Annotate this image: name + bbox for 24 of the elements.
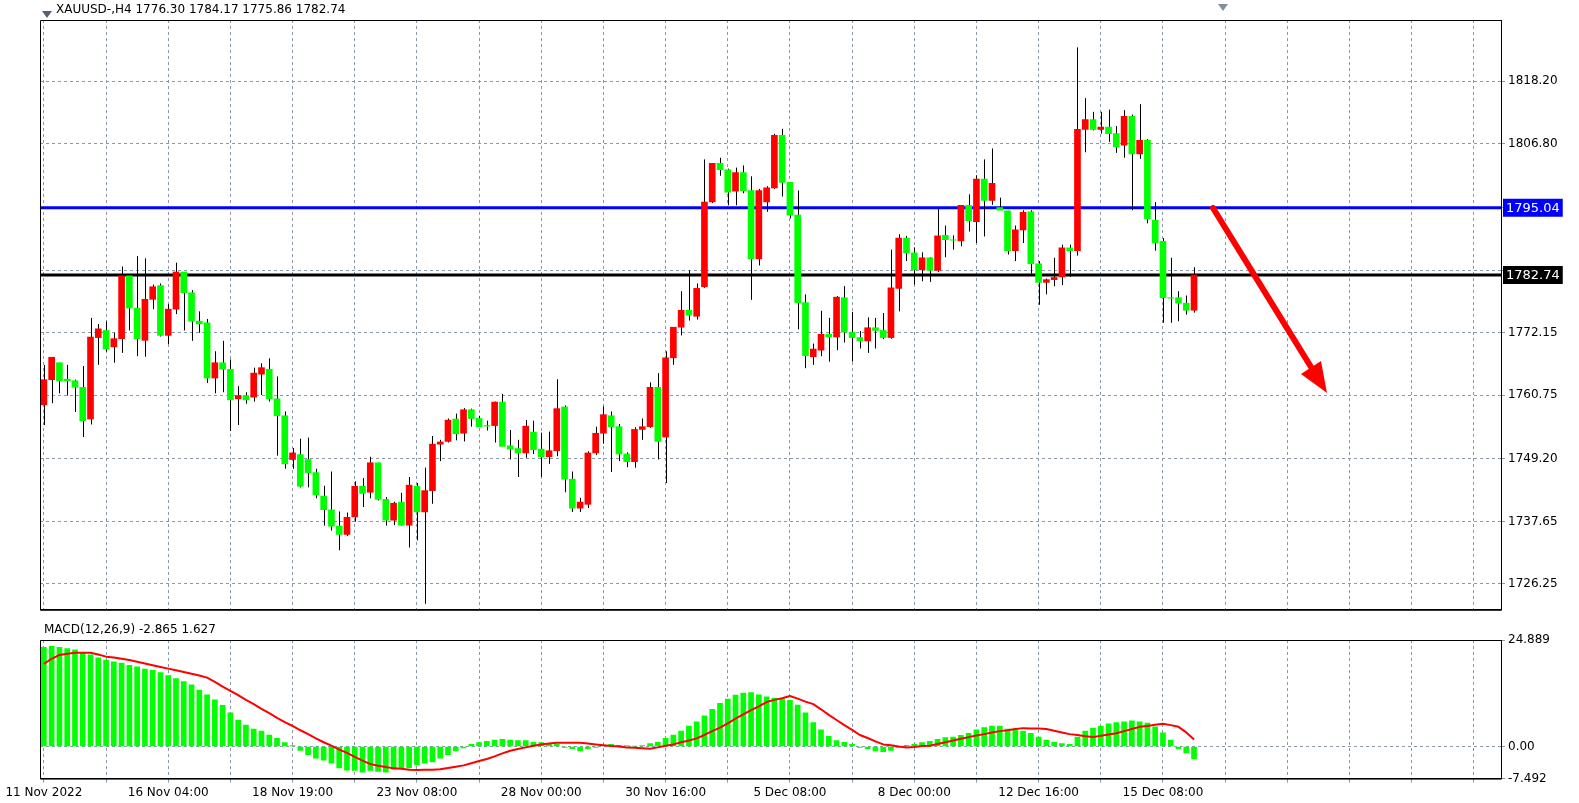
y-tick-label: 0.00 — [1508, 738, 1535, 753]
y-tick-label: 1737.65 — [1508, 513, 1558, 528]
y-tick-label: -7.492 — [1508, 770, 1547, 785]
y-tick-label: 1760.75 — [1508, 387, 1558, 402]
x-tick-label: 12 Dec 16:00 — [998, 784, 1079, 799]
x-tick-label: 18 Nov 19:00 — [252, 784, 334, 799]
x-tick-label: 30 Nov 16:00 — [625, 784, 707, 799]
x-tick-label: 15 Dec 08:00 — [1122, 784, 1204, 799]
x-tick-label: 28 Nov 00:00 — [500, 784, 582, 799]
y-tick-label: 1772.15 — [1508, 325, 1558, 340]
y-tick-label: 1749.20 — [1508, 450, 1558, 465]
y-tick-label: 1726.25 — [1508, 575, 1558, 590]
x-tick-label: 5 Dec 08:00 — [753, 784, 827, 799]
y-tick-label: 1818.20 — [1508, 73, 1558, 88]
ref-line-label: 1795.04 — [1506, 200, 1560, 216]
x-tick-label: 11 Nov 2022 — [5, 784, 83, 799]
y-tick-label: 1806.80 — [1508, 135, 1558, 150]
ref-line-label: 1782.74 — [1506, 267, 1560, 283]
x-tick-label: 8 Dec 00:00 — [877, 784, 951, 799]
x-tick-label: 16 Nov 04:00 — [127, 784, 209, 799]
x-tick-label: 23 Nov 08:00 — [376, 784, 458, 799]
y-tick-label: 24.889 — [1508, 632, 1550, 647]
chart-title: XAUUSD-,H4 1776.30 1784.17 1775.86 1782.74 — [56, 2, 346, 17]
chart-title: MACD(12,26,9) -2.865 1.627 — [44, 622, 216, 637]
